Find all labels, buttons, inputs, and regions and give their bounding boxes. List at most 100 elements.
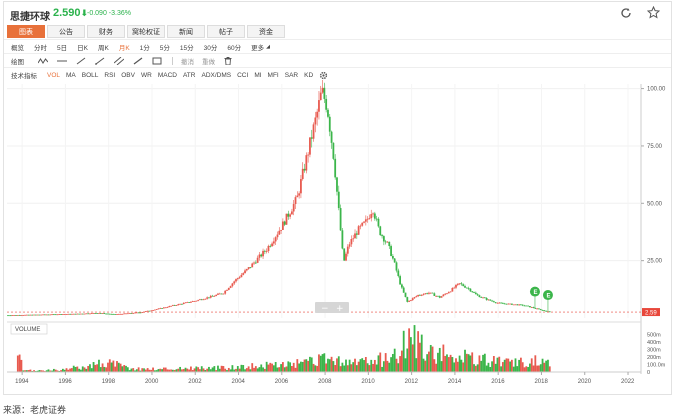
tab-5[interactable]: 帖子 bbox=[207, 25, 245, 38]
candle bbox=[442, 294, 445, 297]
volume-bar bbox=[220, 365, 223, 372]
indicator-0[interactable]: VOL bbox=[47, 71, 61, 79]
indicator-3[interactable]: RSI bbox=[104, 71, 116, 79]
tab-3[interactable]: 窝轮权证 bbox=[127, 25, 165, 38]
volume-bar bbox=[538, 365, 540, 372]
candle bbox=[238, 277, 241, 279]
zoom-in-button[interactable]: + bbox=[336, 304, 344, 314]
volume-bar bbox=[235, 368, 237, 372]
tab-4[interactable]: 新闻 bbox=[167, 25, 205, 38]
candle bbox=[462, 284, 465, 287]
period-1[interactable]: 分时 bbox=[34, 45, 47, 52]
candle bbox=[218, 293, 221, 295]
volume-bar bbox=[289, 362, 292, 372]
candle bbox=[141, 312, 144, 313]
indicator-5[interactable]: WR bbox=[140, 71, 152, 79]
indicator-2[interactable]: BOLL bbox=[81, 71, 99, 79]
candle bbox=[197, 299, 200, 301]
period-10[interactable]: 60分 bbox=[227, 45, 242, 52]
drawing-toolbar: 绘图 撤消 重做 bbox=[11, 56, 242, 66]
indicator-13[interactable]: KD bbox=[304, 71, 314, 79]
down-arrow-icon: ⬇ bbox=[80, 8, 89, 18]
indicator-7[interactable]: ATR bbox=[182, 71, 196, 79]
period-2[interactable]: 5日 bbox=[57, 45, 68, 52]
rectangle-icon[interactable] bbox=[152, 57, 162, 65]
period-4[interactable]: 周K bbox=[97, 45, 109, 52]
volume-bar bbox=[272, 365, 275, 372]
zoom-out-button[interactable]: − bbox=[321, 304, 329, 314]
candle bbox=[337, 191, 340, 209]
segment-line-icon[interactable] bbox=[133, 57, 143, 65]
candle bbox=[534, 307, 537, 309]
candle bbox=[543, 310, 546, 312]
candle bbox=[520, 304, 522, 306]
volume-bar bbox=[485, 365, 488, 372]
ray-line-icon[interactable] bbox=[76, 57, 86, 65]
volume-bar bbox=[262, 367, 264, 372]
candle bbox=[447, 292, 450, 294]
volume-bar bbox=[83, 367, 86, 372]
candle bbox=[217, 293, 219, 295]
candle bbox=[72, 313, 75, 315]
candle bbox=[27, 314, 30, 316]
period-5[interactable]: 月K bbox=[118, 45, 130, 52]
candle bbox=[258, 254, 261, 258]
volume-bar bbox=[150, 369, 153, 372]
volume-bar bbox=[182, 369, 185, 372]
volume-bar bbox=[134, 370, 136, 372]
candle bbox=[408, 300, 411, 302]
candle bbox=[532, 307, 535, 308]
candle bbox=[395, 262, 398, 271]
volume-bar bbox=[108, 359, 111, 372]
tab-0[interactable]: 图表 bbox=[7, 25, 45, 38]
volume-bar bbox=[498, 356, 501, 372]
candle bbox=[262, 250, 264, 257]
parallel-line-icon[interactable] bbox=[114, 57, 124, 65]
candlestick-chart[interactable]: 100.00 75.00 50.00 25.00 2.59 E E − + VOLUME 500m4… bbox=[7, 80, 671, 394]
period-6[interactable]: 1分 bbox=[139, 45, 150, 52]
period-3[interactable]: 日K bbox=[77, 45, 88, 52]
indicator-12[interactable]: SAR bbox=[284, 71, 299, 79]
indicator-1[interactable]: MA bbox=[66, 71, 76, 79]
candle bbox=[312, 124, 315, 139]
indicator-6[interactable]: MACD bbox=[157, 71, 177, 79]
tab-2[interactable]: 财务 bbox=[87, 25, 125, 38]
indicator-11[interactable]: MFI bbox=[267, 71, 279, 79]
volume-bar bbox=[71, 368, 73, 372]
indicator-4[interactable]: OBV bbox=[121, 71, 135, 79]
gear-icon[interactable] bbox=[319, 71, 328, 80]
volume-bar bbox=[352, 362, 355, 372]
volume-bar bbox=[171, 369, 174, 372]
wave-tool-icon[interactable] bbox=[38, 57, 48, 65]
undo-button[interactable]: 撤消 bbox=[181, 59, 194, 66]
indicator-8[interactable]: ADX/DMS bbox=[201, 71, 232, 79]
period-more-dropdown[interactable]: 更多 bbox=[251, 45, 265, 52]
period-9[interactable]: 30分 bbox=[203, 45, 218, 52]
volume-bar bbox=[370, 359, 373, 372]
candle bbox=[195, 300, 198, 302]
trend-line-icon[interactable] bbox=[95, 57, 105, 65]
period-7[interactable]: 5分 bbox=[159, 45, 170, 52]
candle bbox=[303, 168, 306, 171]
redo-button[interactable]: 重做 bbox=[202, 59, 215, 66]
candle bbox=[305, 155, 308, 171]
trash-icon[interactable] bbox=[223, 57, 233, 65]
x-tick-label: 2020 bbox=[578, 379, 592, 385]
candle bbox=[372, 213, 374, 215]
candle bbox=[60, 314, 62, 315]
tab-1[interactable]: 公告 bbox=[47, 25, 85, 38]
period-0[interactable]: 概览 bbox=[11, 45, 24, 52]
period-8[interactable]: 15分 bbox=[179, 45, 194, 52]
tab-6[interactable]: 资金 bbox=[247, 25, 285, 38]
indicator-10[interactable]: MI bbox=[254, 71, 262, 79]
refresh-icon[interactable] bbox=[620, 7, 632, 19]
star-icon[interactable] bbox=[647, 6, 660, 19]
candle bbox=[410, 300, 412, 301]
horizontal-line-icon[interactable] bbox=[57, 57, 67, 65]
volume-bar bbox=[195, 366, 198, 372]
indicator-9[interactable]: CCI bbox=[237, 71, 249, 79]
candle bbox=[107, 313, 109, 315]
candle bbox=[460, 283, 463, 285]
volume-bar bbox=[503, 359, 506, 372]
zoom-control[interactable] bbox=[315, 302, 349, 313]
